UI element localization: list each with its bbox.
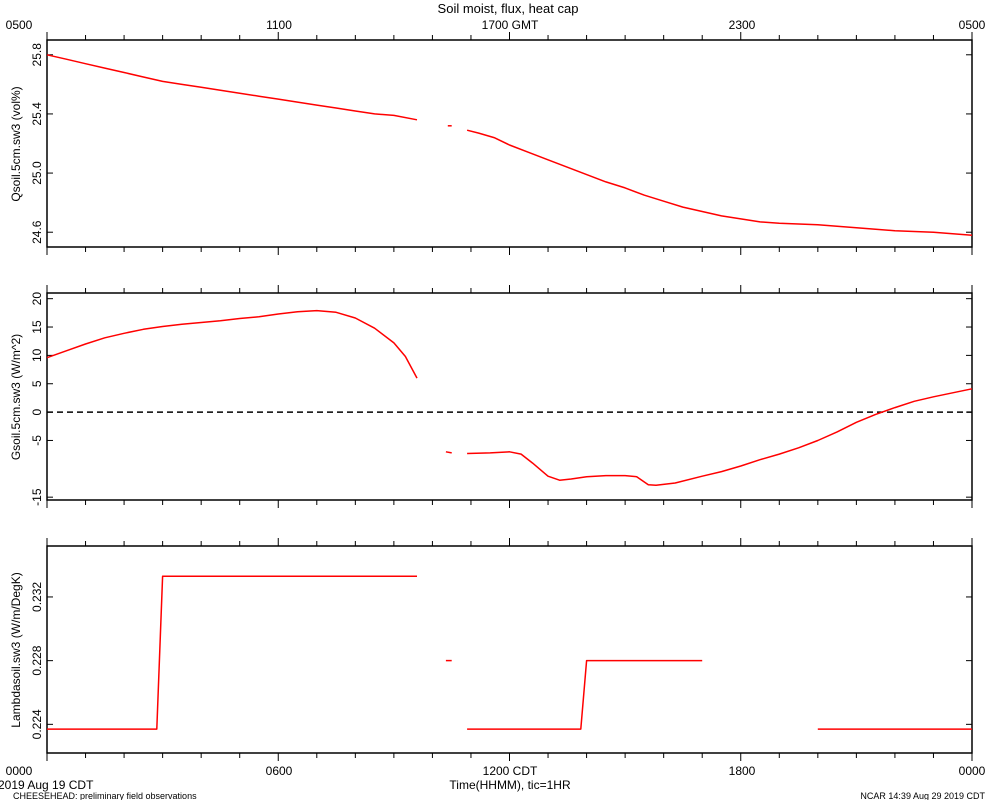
panel-3-ytick-label: 0.224 [30, 709, 44, 739]
top-tick-label-0: 0500 [6, 18, 33, 32]
figure-title: Soil moist, flux, heat cap [438, 1, 579, 16]
bottom-tick-label-3: 1800 [729, 764, 756, 778]
panel-1-ytick-label: 24.6 [30, 220, 44, 244]
panel-3-series-line [467, 659, 703, 730]
panel-1-ytick-label: 25.0 [30, 161, 44, 185]
panel-1-series-line [46, 54, 418, 121]
panel-1-frame [46, 39, 973, 248]
top-tick-label-4: 0500 [959, 18, 986, 32]
panel-1-ytick-label: 25.8 [30, 43, 44, 67]
top-tick-label-3: 2300 [729, 18, 756, 32]
bottom-tick-label-1: 0600 [266, 764, 293, 778]
panel-2-ytick-label: 10 [30, 348, 44, 362]
panel-3-ytick-label: 0.228 [30, 645, 44, 675]
panel-1-ylabel: Qsoil.5cm.sw3 (vol%) [9, 86, 23, 201]
panel-2-ytick-label: 15 [30, 320, 44, 334]
panel-3-ylabel: Lambdasoil.sw3 (W/m/DegK) [9, 572, 23, 727]
bottom-tick-label-0: 0000 [6, 764, 33, 778]
top-tick-label-2: 1700 GMT [482, 18, 539, 32]
panel-2-ylabel: Gsoil.5cm.sw3 (W/m^2) [9, 334, 23, 460]
panel-2-ytick-label: 0 [30, 408, 44, 415]
date-label: 2019 Aug 19 CDT [0, 778, 94, 792]
chart-marks: 24.6 25.0 25.4 25.8 -15 -5 0 5 10 15 20 0.224 0.228 0… [30, 32, 973, 761]
top-tick-label-1: 1100 [266, 18, 292, 32]
panel-3-series-line [47, 575, 417, 730]
x-axis-label: Time(HHMM), tic=1HR [449, 778, 571, 792]
panel-2-ytick-label: 5 [30, 380, 44, 387]
panel-2-series-line [445, 451, 452, 454]
panel-1-series-line [466, 129, 973, 236]
panel-2-series-line [46, 309, 418, 379]
bottom-tick-label-2: 1200 CDT [483, 764, 538, 778]
footer-right: NCAR 14:39 Aug 29 2019 CDT [860, 791, 985, 800]
bottom-tick-label-4: 0000 [959, 764, 986, 778]
panel-2-series-line [467, 388, 973, 487]
panel-2-ytick-label: 20 [30, 292, 44, 306]
panel-2-ytick-label: -5 [30, 435, 44, 446]
footer-left: CHEESEHEAD: preliminary field observatio… [13, 791, 197, 800]
panel-2-ytick-label: -15 [30, 488, 44, 506]
panel-3-ytick-label: 0.232 [30, 582, 44, 612]
panel-1-ytick-label: 25.4 [30, 102, 44, 126]
